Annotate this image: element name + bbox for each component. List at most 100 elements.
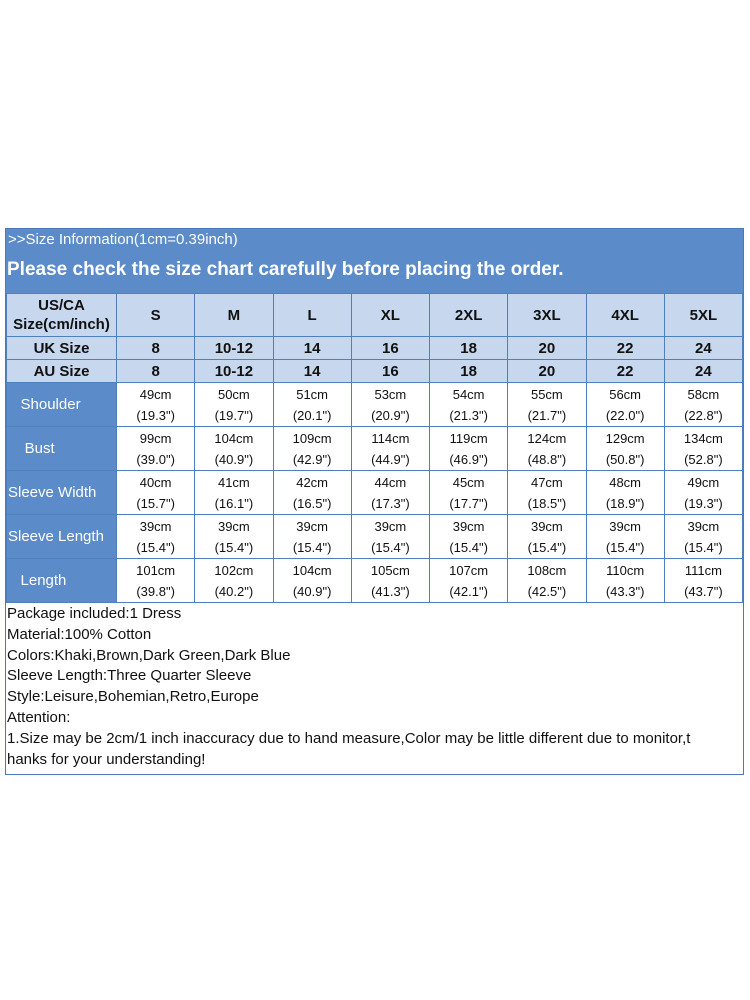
note-line: Attention:	[7, 708, 71, 726]
measurement-label: Bust	[6, 426, 117, 471]
measurement-cm: 47cm	[530, 474, 563, 490]
measurement-inch: (48.8")	[527, 451, 567, 467]
note-line: 1.Size may be 2cm/1 inch inaccuracy due …	[7, 729, 691, 747]
measurement-cm: 109cm	[292, 430, 332, 446]
measurement-cell: 39cm (15.4")	[272, 514, 352, 559]
measurement-row: Bust 99cm (39.0") 104cm (40.9") 109cm (42.9") 1…	[6, 426, 744, 471]
measurement-cell: 55cm (21.7")	[507, 382, 587, 427]
au-size-cell: 22	[585, 359, 665, 383]
au-size-cell: 14	[272, 359, 352, 383]
measurement-cm: 56cm	[609, 386, 642, 402]
measurement-inch: (40.2")	[214, 583, 254, 599]
measurement-inch: (17.7")	[449, 495, 488, 511]
measurement-label: Length	[6, 558, 117, 603]
measurement-cm: 39cm	[139, 518, 172, 534]
au-size-cell: 24	[663, 359, 744, 383]
product-notes: Package included:1 Dress Material:100% Co…	[6, 603, 743, 774]
measurement-cm: 53cm	[374, 386, 407, 402]
measurement-cell: 40cm (15.7")	[115, 470, 196, 515]
measurement-cm: 119cm	[449, 430, 488, 446]
measurement-cell: 104cm (40.9")	[194, 426, 274, 471]
measurement-cell: 129cm (50.8")	[585, 426, 665, 471]
measurement-cm: 107cm	[449, 562, 489, 578]
measurement-label-text: Sleeve Width	[8, 484, 97, 501]
size-header-cell: M	[194, 293, 274, 337]
measurement-cell: 50cm (19.7")	[194, 382, 274, 427]
measurement-inch: (19.3")	[684, 495, 723, 511]
measurement-cm: 108cm	[527, 562, 567, 578]
measurement-inch: (17.3")	[371, 495, 410, 511]
au-size-cell: 8	[115, 359, 196, 383]
measurement-label-indent	[8, 440, 25, 457]
measurement-cm: 45cm	[452, 474, 485, 490]
measurement-cell: 45cm (17.7")	[428, 470, 509, 515]
measurement-cell: 104cm (40.9")	[272, 558, 352, 603]
measurement-inch: (52.8")	[684, 451, 723, 467]
measurement-inch: (15.4")	[449, 539, 488, 555]
measurement-cm: 111cm	[684, 562, 722, 578]
measurement-cm: 54cm	[452, 386, 485, 402]
uk-size-cell: 22	[585, 336, 665, 360]
uk-size-cell: 10-12	[194, 336, 274, 360]
size-header-row: US/CA Size(cm/inch) S M L XL 2XL 3XL 4XL 5XL	[6, 293, 744, 337]
measurement-cm: 110cm	[606, 562, 645, 578]
measurement-label-text: Shoulder	[20, 396, 81, 413]
size-info-title: >>Size Information(1cm=0.39inch)	[8, 231, 238, 248]
measurement-inch: (44.9")	[371, 451, 410, 467]
measurement-inch: (42.5")	[527, 583, 567, 599]
measurement-cell: 124cm (48.8")	[507, 426, 587, 471]
measurement-label-text: Sleeve Length	[8, 528, 104, 545]
measurement-cell: 105cm (41.3")	[350, 558, 431, 603]
measurement-inch: (22.0")	[605, 407, 645, 423]
measurement-label-text: Length	[20, 572, 67, 589]
size-table: US/CA Size(cm/inch) S M L XL 2XL 3XL 4XL 5XL UK…	[6, 293, 744, 603]
measurement-inch: (18.9")	[605, 495, 645, 511]
measurement-inch: (40.9")	[292, 583, 332, 599]
measurement-cell: 39cm (15.4")	[663, 514, 744, 559]
measurement-row: Sleeve Width 40cm (15.7") 41cm (16.1") 42cm (1…	[6, 470, 744, 515]
note-line: Package included:1 Dress	[7, 605, 182, 622]
measurement-cm: 58cm	[687, 386, 720, 402]
measurement-cell: 49cm (19.3")	[663, 470, 744, 515]
measurement-cm: 41cm	[217, 474, 250, 490]
measurement-cell: 54cm (21.3")	[428, 382, 509, 427]
au-size-cell: 10-12	[194, 359, 274, 383]
size-header-label-line2: Size(cm/inch)	[13, 316, 110, 333]
measurement-cm: 51cm	[296, 386, 329, 402]
size-header-cell: 4XL	[585, 293, 665, 337]
measurement-cm: 129cm	[605, 430, 645, 446]
measurement-cm: 39cm	[452, 518, 485, 534]
measurement-cell: 99cm (39.0")	[115, 426, 196, 471]
measurement-cm: 104cm	[292, 562, 332, 578]
size-chart: >>Size Information(1cm=0.39inch) Please …	[5, 228, 744, 776]
size-header-cell: 3XL	[507, 293, 587, 337]
measurement-inch: (40.9")	[214, 451, 254, 467]
size-info-banner: >>Size Information(1cm=0.39inch) Please …	[6, 229, 743, 293]
note-line: Material:100% Cotton	[7, 625, 152, 643]
measurement-label-indent	[8, 396, 21, 413]
uk-size-cell: 16	[350, 336, 431, 360]
measurement-cell: 53cm (20.9")	[350, 382, 431, 427]
measurement-cell: 39cm (15.4")	[194, 514, 274, 559]
uk-size-cell: 8	[115, 336, 196, 360]
measurement-inch: (39.8")	[136, 583, 175, 599]
measurement-inch: (16.5")	[292, 495, 332, 511]
measurement-label-indent	[8, 572, 21, 589]
measurement-cell: 39cm (15.4")	[507, 514, 587, 559]
measurement-cell: 42cm (16.5")	[272, 470, 352, 515]
measurement-cm: 42cm	[296, 474, 329, 490]
measurement-cell: 101cm (39.8")	[115, 558, 196, 603]
measurement-cm: 40cm	[139, 474, 172, 490]
measurement-cm: 39cm	[296, 518, 329, 534]
measurement-cell: 48cm (18.9")	[585, 470, 665, 515]
au-size-row: AU Size 8 10-12 14 16 18 20 22 24	[6, 359, 744, 383]
measurement-inch: (15.4")	[292, 539, 332, 555]
uk-size-label: UK Size	[6, 336, 117, 360]
measurement-inch: (15.4")	[527, 539, 567, 555]
measurement-row: Sleeve Length 39cm (15.4") 39cm (15.4") 39cm (…	[6, 514, 744, 559]
measurement-inch: (16.1")	[214, 495, 254, 511]
measurement-cm: 39cm	[609, 518, 642, 534]
measurement-cell: 102cm (40.2")	[194, 558, 274, 603]
size-check-notice: Please check the size chart carefully be…	[7, 259, 564, 280]
measurement-cm: 99cm	[139, 430, 172, 446]
